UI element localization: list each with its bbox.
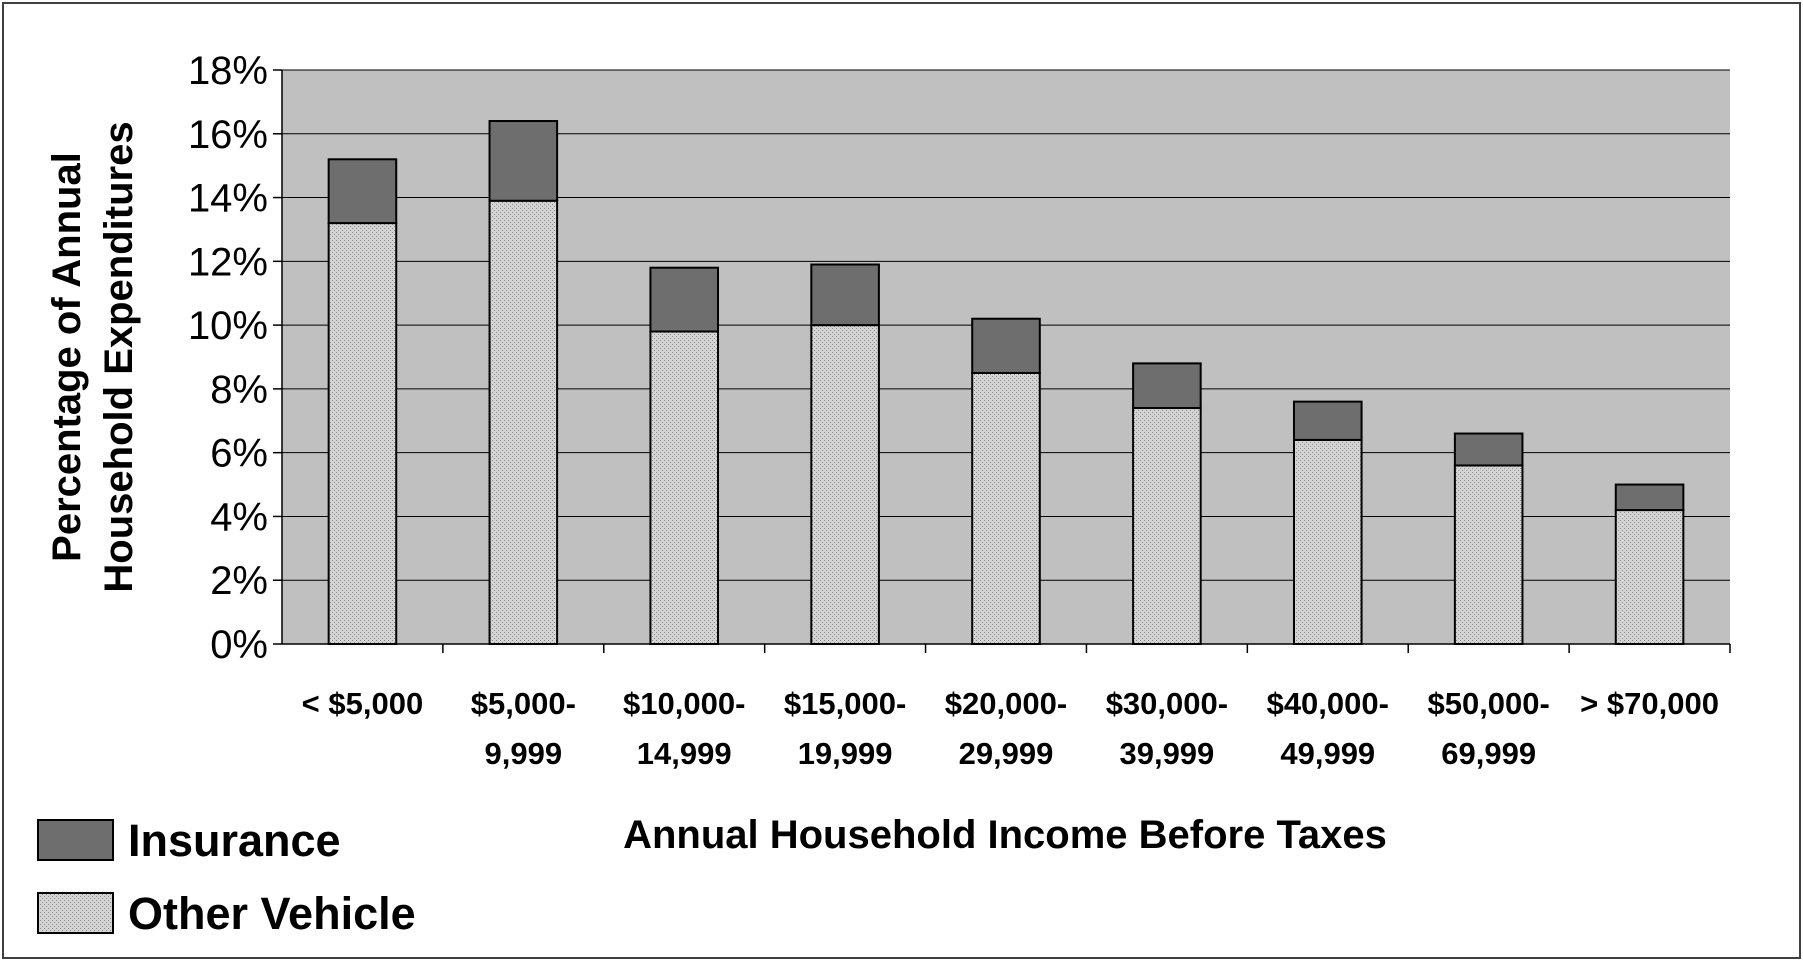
bar-insurance: [1453, 432, 1524, 467]
bar-insurance: [1292, 400, 1363, 441]
y-tick-label: 16%: [188, 113, 268, 157]
x-tick-label: $40,000-49,999: [1267, 686, 1389, 771]
y-tick-label: 18%: [188, 49, 268, 93]
x-tick-label: < $5,000: [302, 686, 424, 721]
bar-other-vehicle: [810, 324, 880, 645]
bar-other-vehicle: [1614, 509, 1685, 646]
x-tick-label: $10,000-14,999: [623, 686, 745, 771]
x-tick-label: > $70,000: [1580, 686, 1719, 721]
x-tick-label: $20,000-29,999: [945, 686, 1067, 771]
legend-label: Insurance: [128, 815, 341, 866]
bar-insurance: [488, 120, 559, 202]
legend: Insurance Other Vehicle: [37, 815, 416, 939]
bar-insurance: [810, 263, 880, 327]
x-tick-label: $30,000-39,999: [1106, 686, 1228, 771]
x-tick-label: $50,000-69,999: [1427, 686, 1549, 771]
x-tick-label: $15,000-19,999: [784, 686, 906, 771]
bar-insurance: [1132, 362, 1202, 410]
x-tick-labels: < $5,000 $5,000-9,999 $10,000-14,999 $15,00…: [302, 686, 1719, 771]
legend-label: Other Vehicle: [128, 888, 416, 939]
bar-insurance: [1614, 483, 1685, 512]
bar-other-vehicle: [649, 330, 720, 645]
bar-other-vehicle: [1292, 438, 1363, 645]
bar-other-vehicle: [488, 199, 559, 645]
y-tick-label: 10%: [188, 304, 268, 348]
bar-insurance: [649, 266, 720, 333]
bar-insurance: [971, 317, 1041, 374]
y-tick-label: 4%: [210, 495, 268, 539]
y-tick-label: 12%: [188, 240, 268, 284]
bar-other-vehicle: [1453, 464, 1524, 645]
y-tick-label: 0%: [210, 623, 268, 667]
bar-other-vehicle: [327, 222, 398, 645]
axes: [273, 69, 1731, 653]
x-tick-label: $5,000-9,999: [471, 686, 576, 771]
bar-insurance: [327, 158, 398, 225]
y-tick-label: 6%: [210, 432, 268, 476]
y-tick-labels: 0% 2% 4% 6% 8% 10% 12% 14% 16% 18%: [188, 49, 268, 667]
bar-other-vehicle: [1132, 407, 1202, 645]
bars: [327, 120, 1685, 646]
y-tick-label: 8%: [210, 368, 268, 412]
y-axis-title: Percentage of Annual Household Expenditur…: [45, 121, 141, 592]
bar-other-vehicle: [971, 371, 1041, 645]
x-axis-title: Annual Household Income Before Taxes: [623, 813, 1387, 857]
y-tick-label: 2%: [210, 559, 268, 603]
legend-swatch-other-vehicle: [37, 892, 114, 934]
legend-swatch-insurance: [37, 819, 114, 861]
y-tick-label: 14%: [188, 177, 268, 221]
